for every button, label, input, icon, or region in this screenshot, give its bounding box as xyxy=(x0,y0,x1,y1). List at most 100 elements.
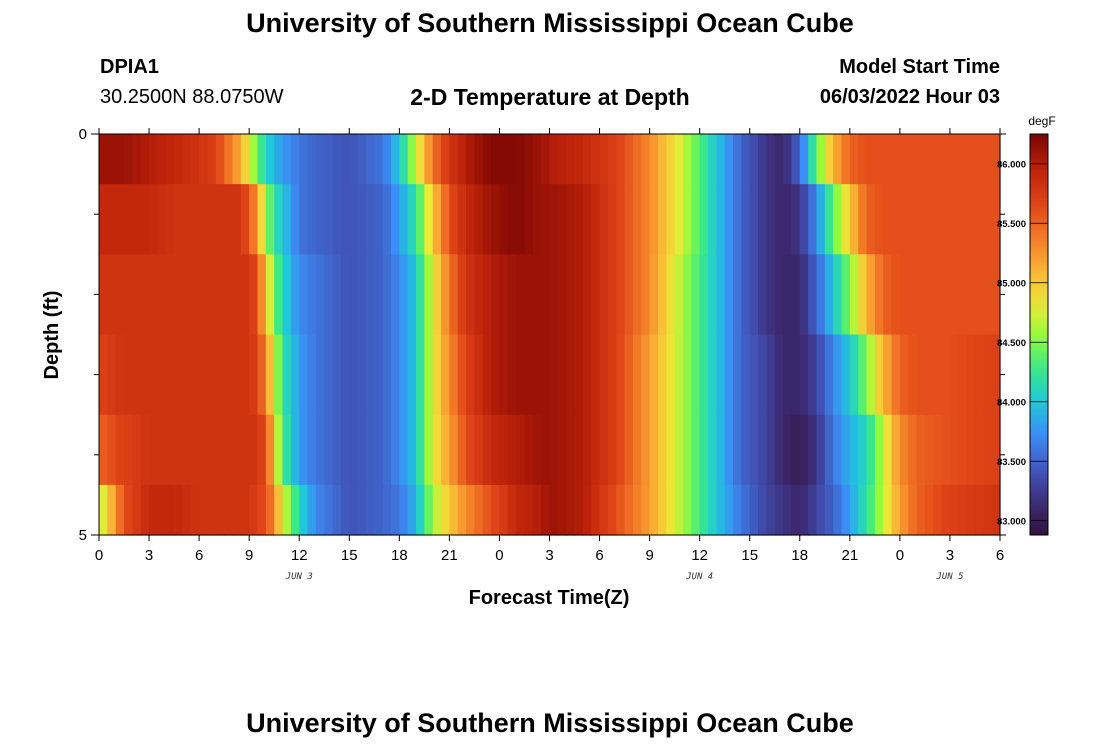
heatmap-cell xyxy=(908,334,918,416)
heatmap-cell xyxy=(858,134,868,185)
heatmap-cell xyxy=(232,414,242,486)
heatmap-cell xyxy=(457,414,467,486)
x-axis-title: Forecast Time(Z) xyxy=(469,587,630,609)
heatmap-cell xyxy=(165,334,175,416)
heatmap-cell xyxy=(315,184,325,255)
station-id: DPIA1 xyxy=(100,56,159,78)
heatmap-cell xyxy=(766,334,776,416)
heatmap-cell xyxy=(824,484,834,536)
heatmap-cell xyxy=(390,484,400,536)
heatmap-cell xyxy=(524,254,534,336)
heatmap-cell xyxy=(924,184,934,255)
heatmap-cell xyxy=(282,184,292,255)
heatmap-cell xyxy=(482,334,492,416)
heatmap-cell xyxy=(416,484,425,536)
heatmap-cell xyxy=(257,484,267,536)
heatmap-cell xyxy=(933,254,943,336)
heatmap-cell xyxy=(507,414,517,486)
heatmap-cell xyxy=(124,254,133,336)
heatmap-cell xyxy=(649,184,659,255)
heatmap-cell xyxy=(991,414,1001,486)
heatmap-cell xyxy=(891,134,901,185)
heatmap-cell xyxy=(349,134,359,185)
heatmap-cell xyxy=(215,254,225,336)
heatmap-cell xyxy=(766,254,776,336)
heatmap-cell xyxy=(632,134,642,185)
heatmap-cell xyxy=(182,414,192,486)
heatmap-cell xyxy=(582,254,592,336)
heatmap-cell xyxy=(599,254,609,336)
heatmap-cell xyxy=(941,134,951,185)
heatmap-cell xyxy=(991,484,1001,536)
heatmap-cell xyxy=(407,254,417,336)
heatmap-cell xyxy=(841,254,851,336)
x-tick-label: 9 xyxy=(645,547,653,564)
heatmap-cell xyxy=(733,484,742,536)
heatmap-cell xyxy=(549,184,559,255)
heatmap-cell xyxy=(457,184,467,255)
heatmap-cell xyxy=(307,334,317,416)
heatmap-cell xyxy=(849,184,859,255)
heatmap-cell xyxy=(107,334,117,416)
heatmap-cell xyxy=(482,134,492,185)
model-start-label: Model Start Time xyxy=(839,56,1000,78)
heatmap-cell xyxy=(516,134,526,185)
heatmap-cell xyxy=(424,134,434,185)
heatmap-cell xyxy=(99,254,108,336)
heatmap-cell xyxy=(532,484,542,536)
heatmap-cell xyxy=(357,334,367,416)
heatmap-cell xyxy=(708,254,717,336)
heatmap-cell xyxy=(149,334,158,416)
heatmap-cell xyxy=(365,254,375,336)
colorbar-tick-label: 86.000 xyxy=(997,160,1026,171)
heatmap-cell xyxy=(365,414,375,486)
heatmap-cell xyxy=(641,254,651,336)
heatmap-cell xyxy=(365,334,375,416)
heatmap-cell xyxy=(858,484,868,536)
heatmap-cell xyxy=(924,254,934,336)
heatmap-cell xyxy=(632,334,642,416)
heatmap-cell xyxy=(966,414,976,486)
heatmap-cell xyxy=(933,134,943,185)
heatmap-cell xyxy=(382,334,392,416)
heatmap-cell xyxy=(682,184,692,255)
heatmap-cell xyxy=(466,414,476,486)
heatmap-cell xyxy=(841,334,851,416)
heatmap-cell xyxy=(991,334,1001,416)
heatmap-cell xyxy=(449,414,459,486)
heatmap-cell xyxy=(983,134,993,185)
heatmap-cell xyxy=(107,184,117,255)
heatmap-cell xyxy=(616,254,626,336)
heatmap-cell xyxy=(416,414,425,486)
heatmap-cell xyxy=(349,254,359,336)
heatmap-cell xyxy=(749,484,759,536)
heatmap-cell xyxy=(124,484,133,536)
heatmap-cell xyxy=(299,484,309,536)
heatmap-cell xyxy=(682,484,692,536)
heatmap-cell xyxy=(399,184,409,255)
heatmap-cell xyxy=(474,484,484,536)
heatmap-cell xyxy=(224,254,234,336)
heatmap-cell xyxy=(816,414,826,486)
heatmap-cell xyxy=(691,134,701,185)
heatmap-cell xyxy=(933,334,943,416)
heatmap-cell xyxy=(899,414,909,486)
heatmap-cell xyxy=(966,484,976,536)
heatmap-cell xyxy=(491,254,501,336)
heatmap-cell xyxy=(374,134,384,185)
heatmap-cell xyxy=(624,334,634,416)
heatmap-cell xyxy=(899,484,909,536)
heatmap-cell xyxy=(958,334,968,416)
heatmap-cell xyxy=(958,184,968,255)
heatmap-cell xyxy=(983,254,993,336)
heatmap-cell xyxy=(390,414,400,486)
heatmap-cell xyxy=(724,254,734,336)
heatmap-cell xyxy=(324,254,334,336)
colorbar-tick-label: 84.000 xyxy=(997,398,1026,409)
heatmap-cell xyxy=(507,484,517,536)
heatmap-cell xyxy=(599,334,609,416)
heatmap-cell xyxy=(174,414,184,486)
heatmap-cell xyxy=(874,414,884,486)
heatmap-cell xyxy=(507,334,517,416)
heatmap-cell xyxy=(657,484,667,536)
